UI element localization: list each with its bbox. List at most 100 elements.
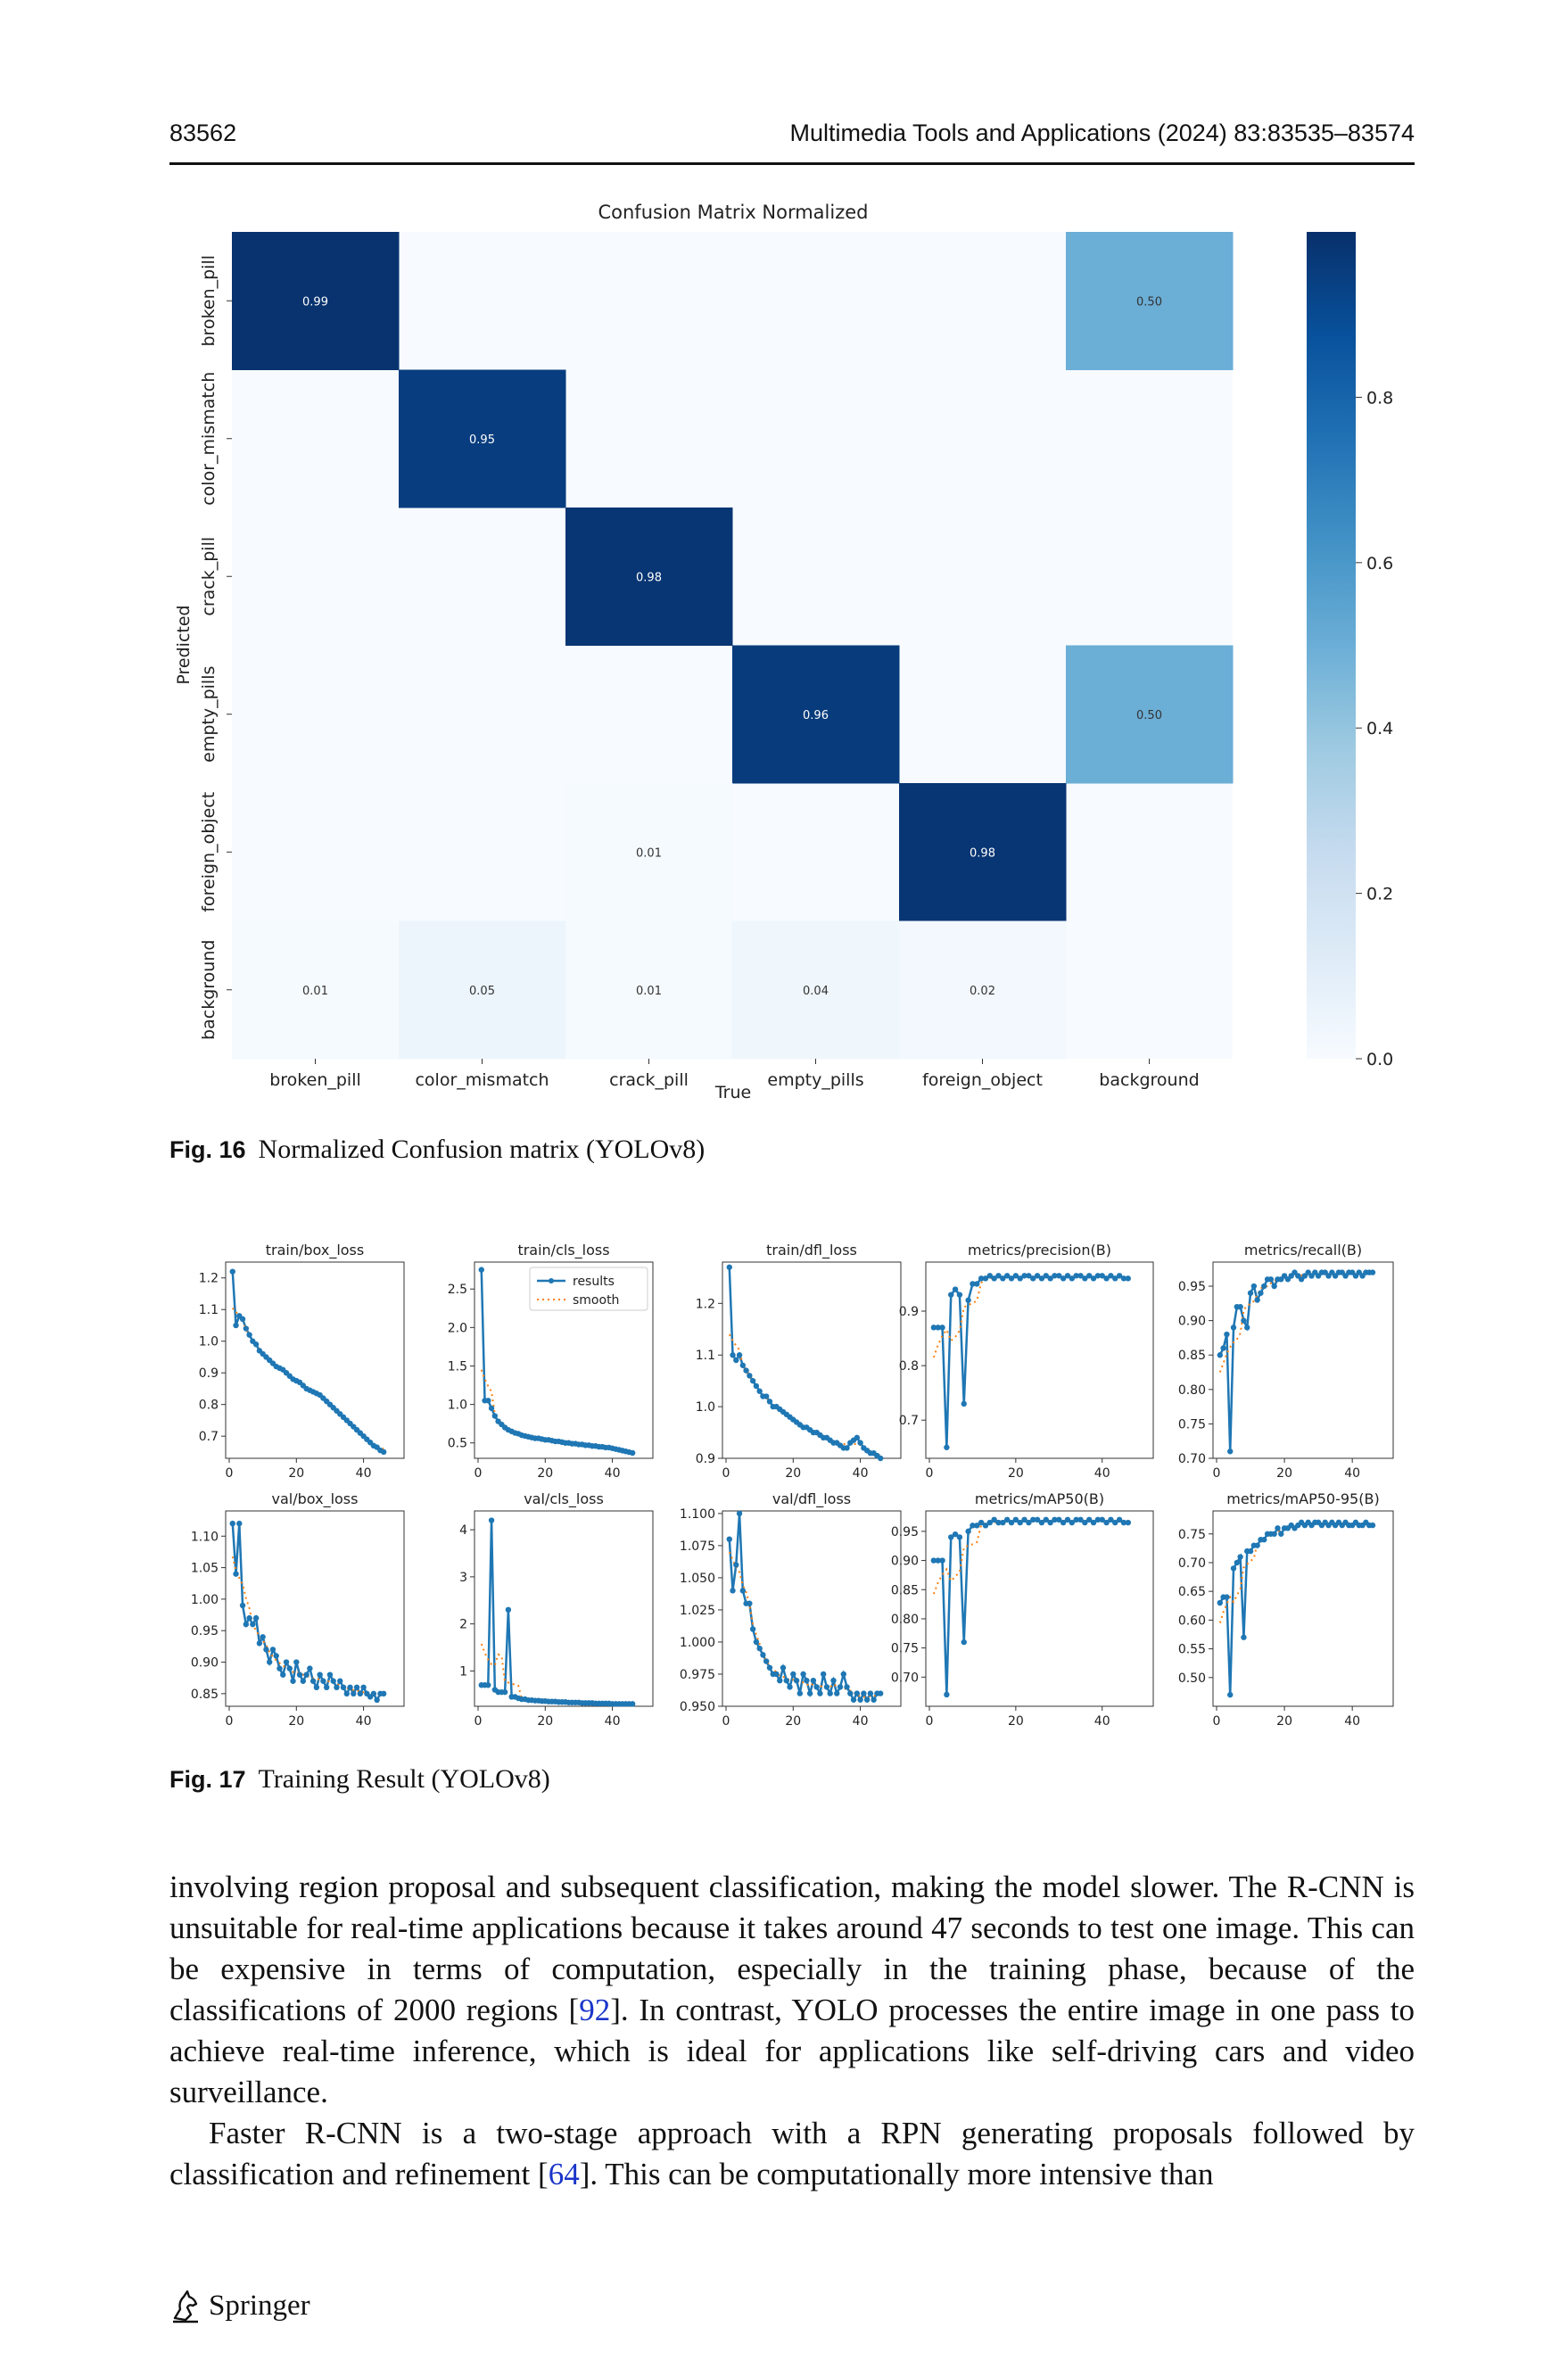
data-point: [763, 1393, 770, 1399]
data-point: [986, 1273, 994, 1279]
data-point: [250, 1621, 256, 1628]
data-point: [360, 1684, 367, 1691]
data-point: [935, 1325, 941, 1331]
data-point: [343, 1690, 350, 1697]
y-tick-label: 0.95: [891, 1525, 919, 1539]
data-point: [357, 1690, 364, 1697]
matrix-cell: [1066, 645, 1234, 784]
x-tick-label: broken_pill: [269, 1070, 361, 1090]
data-point: [806, 1690, 813, 1696]
panel-frame: [1212, 1510, 1394, 1707]
citation-link[interactable]: 92: [579, 1993, 611, 2027]
data-point: [965, 1297, 971, 1303]
x-tick-label: 40: [356, 1714, 372, 1729]
data-point: [756, 1388, 763, 1394]
x-tick-label: 0: [926, 1466, 934, 1481]
y-tick-label: 0.60: [1178, 1614, 1206, 1628]
data-point: [783, 1677, 789, 1684]
data-point: [974, 1523, 980, 1529]
data-point: [1230, 1325, 1237, 1331]
data-point: [1085, 1516, 1093, 1523]
x-tick-label: 20: [785, 1466, 801, 1481]
data-point: [488, 1405, 495, 1412]
data-point: [1369, 1269, 1376, 1275]
paragraph-text: involving region proposal and subsequent…: [169, 1869, 1415, 2027]
paragraph-text: Faster R-CNN is a two-stage approach wit…: [169, 2116, 1415, 2191]
data-point: [863, 1696, 871, 1703]
data-point: [1047, 1519, 1053, 1526]
data-point: [1094, 1273, 1102, 1279]
x-tick-label: 20: [1276, 1714, 1292, 1729]
data-point: [1073, 1273, 1079, 1279]
data-point: [1254, 1542, 1260, 1548]
y-tick-label: 0.75: [891, 1642, 919, 1656]
y-tick-label: 0.95: [1178, 1280, 1206, 1294]
x-tick-label: crack_pill: [609, 1070, 689, 1090]
data-point: [854, 1690, 861, 1696]
data-point: [995, 1273, 1002, 1279]
cell-value: 0.05: [469, 985, 495, 998]
data-point: [1217, 1352, 1224, 1358]
chart-panel: val/dfl_loss 0.950 0.975 1.000 1.025 1.050 1.0…: [680, 1490, 902, 1729]
chart-panel: train/box_loss 0.7 0.8 0.9 1.0 1.1 1.2 0 20 40: [199, 1242, 405, 1481]
data-point: [1120, 1519, 1127, 1526]
x-tick-label: empty_pills: [767, 1070, 863, 1090]
data-point: [1220, 1345, 1226, 1351]
y-tick-label: foreign_object: [199, 792, 219, 912]
data-point: [733, 1562, 739, 1568]
y-tick-label: 1.0: [448, 1399, 467, 1413]
x-tick-label: 20: [785, 1714, 801, 1729]
data-point: [773, 1671, 780, 1678]
y-tick-label: empty_pills: [199, 666, 219, 763]
y-tick-label: 1.050: [680, 1572, 715, 1586]
y-tick-label: 0.70: [891, 1671, 919, 1685]
data-point: [340, 1684, 347, 1691]
y-tick-label: 0.9: [696, 1452, 715, 1466]
y-tick-label: 1.0: [199, 1335, 219, 1349]
data-point: [986, 1519, 994, 1526]
matrix-cell: [399, 920, 566, 1060]
data-point: [749, 1377, 756, 1384]
panel-frame: [225, 1261, 405, 1459]
data-point: [296, 1671, 303, 1678]
data-point: [1250, 1283, 1258, 1290]
data-point: [629, 1449, 636, 1457]
x-tick-label: 40: [356, 1466, 372, 1481]
results-line: [1218, 1270, 1373, 1452]
data-point: [804, 1677, 810, 1684]
results-line: [933, 1518, 1128, 1695]
data-point: [726, 1264, 732, 1270]
data-point: [1112, 1275, 1118, 1282]
x-tick-label: 20: [537, 1714, 553, 1729]
citation-link[interactable]: 64: [548, 2157, 580, 2191]
data-point: [252, 1341, 260, 1348]
data-point: [965, 1528, 971, 1535]
data-point: [1060, 1519, 1067, 1526]
chart-panel: val/box_loss 0.85 0.90 0.95 1.00 1.05 1.10 0 20 4…: [191, 1490, 405, 1729]
chart-panel: metrics/mAP50-95(B) 0.50 0.55 0.60 0.65 0.70 0…: [1178, 1490, 1394, 1729]
chart-panel: train/cls_loss 0.5 1.0 1.5 2.0 2.5 0 20 40 result…: [448, 1242, 654, 1481]
x-tick-label: 0: [475, 1714, 483, 1729]
data-point: [763, 1658, 770, 1664]
legend-label: results: [573, 1275, 615, 1289]
data-point: [956, 1534, 963, 1540]
y-tick-label: 0.80: [1178, 1383, 1206, 1398]
data-point: [320, 1678, 326, 1684]
data-point: [1003, 1273, 1011, 1279]
data-point: [1116, 1273, 1123, 1279]
data-point: [857, 1696, 863, 1703]
y-tick-label: 0.55: [1178, 1643, 1206, 1657]
data-point: [1230, 1565, 1237, 1572]
smooth-line: [480, 1643, 633, 1705]
figure-16-label: Fig. 16: [169, 1136, 246, 1163]
chart-panel: train/dfl_loss 0.9 1.0 1.1 1.2 0 20 40: [696, 1242, 902, 1481]
data-point: [948, 1292, 954, 1298]
panel-frame: [1212, 1261, 1394, 1459]
data-point: [877, 1690, 884, 1696]
x-tick-label: 0: [722, 1466, 730, 1481]
data-point: [330, 1678, 336, 1684]
data-point: [629, 1701, 636, 1707]
data-point: [970, 1523, 976, 1529]
data-point: [1103, 1275, 1110, 1282]
data-point: [1069, 1275, 1076, 1282]
